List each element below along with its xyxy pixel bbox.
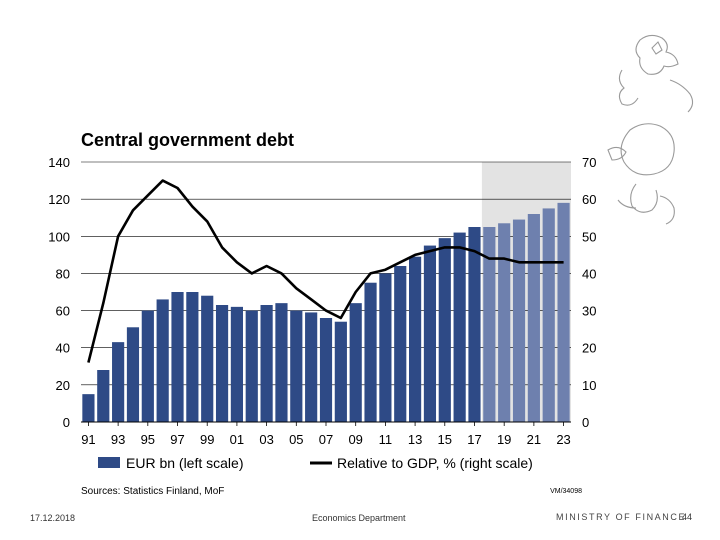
footer-department: Economics Department [312,513,406,523]
x-tick-label: 09 [348,432,362,447]
bar-23 [557,202,570,422]
bar-09 [349,303,362,422]
legend-bar-label: EUR bn (left scale) [126,455,243,471]
bar-16 [453,232,466,422]
chart-title: Central government debt [81,130,294,150]
x-tick-label: 97 [170,432,184,447]
x-tick-label: 15 [438,432,452,447]
left-tick-label: 80 [56,266,70,281]
left-tick-label: 0 [63,415,70,430]
x-tick-label: 23 [556,432,570,447]
bar-98 [186,292,199,422]
x-tick-label: 17 [467,432,481,447]
bar-06 [305,312,318,422]
bar-12 [394,266,407,422]
x-tick-label: 21 [527,432,541,447]
bar-07 [319,318,333,422]
right-tick-label: 70 [582,155,596,170]
bar-08 [334,321,347,422]
bar-21 [527,214,540,422]
right-tick-label: 0 [582,415,589,430]
legend-line-label: Relative to GDP, % (right scale) [337,455,533,471]
left-tick-label: 100 [48,229,70,244]
x-tick-label: 05 [289,432,303,447]
right-tick-label: 40 [582,266,596,281]
bar-17 [468,227,481,422]
bar-94 [126,327,140,422]
bar-99 [201,295,214,422]
bar-93 [112,342,125,422]
x-tick-label: 01 [230,432,244,447]
chart-id: VM/34098 [550,488,582,495]
x-tick-label: 91 [81,432,95,447]
bar-95 [141,310,154,422]
left-tick-label: 120 [48,192,70,207]
right-tick-label: 30 [582,304,596,319]
bar-19 [498,223,511,422]
footer-date: 17.12.2018 [30,513,76,523]
right-tick-label: 60 [582,192,596,207]
chart-source: Sources: Statistics Finland, MoF [81,486,224,497]
bar-15 [438,238,451,422]
bar-20 [512,219,526,422]
bar-01 [230,306,243,422]
bar-96 [156,299,169,422]
forecast-shading [481,162,571,422]
legend-bar-swatch [98,457,120,468]
bar-11 [379,273,392,422]
x-tick-label: 93 [111,432,125,447]
bar-22 [542,208,555,422]
right-tick-label: 20 [582,341,596,356]
x-tick-label: 07 [319,432,333,447]
bar-91 [82,394,95,422]
bar-13 [409,256,422,422]
bar-00 [215,305,229,422]
x-tick-label: 03 [259,432,273,447]
x-tick-label: 95 [141,432,155,447]
left-tick-label: 40 [56,341,70,356]
x-tick-label: 11 [379,432,393,447]
x-tick-label: 99 [200,432,214,447]
gdp-ratio-line [87,179,564,363]
bar-03 [260,305,273,422]
left-tick-label: 140 [48,155,70,170]
right-tick-label: 50 [582,229,596,244]
bar-04 [275,303,288,422]
footer-ministry-name: MINISTRY OF FINANCE [556,512,687,522]
right-tick-label: 10 [582,378,596,393]
x-tick-label: 19 [497,432,511,447]
bar-02 [245,310,258,422]
x-tick-label: 13 [408,432,422,447]
bar-14 [423,245,437,422]
left-tick-label: 20 [56,378,70,393]
bar-10 [364,282,377,422]
footer-page-number: 44 [682,512,693,522]
left-tick-label: 60 [56,304,70,319]
bar-18 [483,227,496,422]
bar-97 [171,292,184,422]
bar-05 [290,310,303,422]
lion-crest-icon [607,34,694,225]
bar-92 [97,370,110,422]
